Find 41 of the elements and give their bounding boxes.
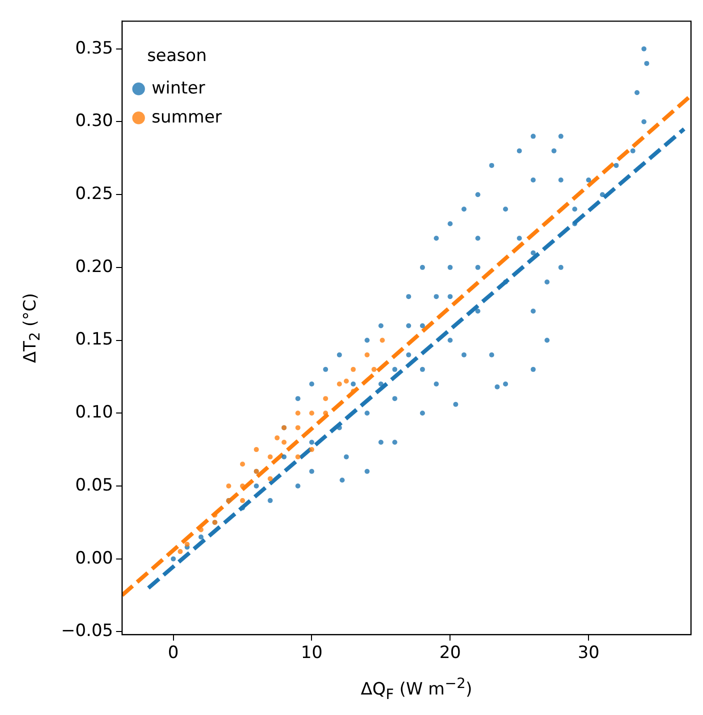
point bbox=[350, 366, 356, 372]
x-axis-title: ΔQ$_{F}$ (W m$^{−2}$) bbox=[360, 676, 474, 703]
y-tick-label: −0.05 bbox=[60, 621, 114, 642]
point bbox=[178, 549, 183, 554]
y-tick-label: 0.35 bbox=[75, 38, 114, 58]
x-tick-label: 0 bbox=[168, 643, 179, 664]
point bbox=[274, 435, 280, 440]
point bbox=[309, 447, 314, 452]
point bbox=[240, 462, 246, 467]
point bbox=[380, 338, 385, 343]
y-tick-label: 0.10 bbox=[75, 402, 114, 423]
point bbox=[268, 476, 273, 482]
point bbox=[184, 542, 190, 547]
point bbox=[372, 366, 377, 372]
y-tick-label: 0.30 bbox=[75, 111, 114, 132]
y-tick-label: 0.15 bbox=[75, 330, 114, 350]
point bbox=[268, 454, 273, 460]
point bbox=[295, 425, 300, 430]
legend-title: season bbox=[147, 46, 207, 66]
point bbox=[364, 352, 370, 358]
point bbox=[282, 440, 287, 445]
point bbox=[254, 447, 259, 452]
legend-label: winter bbox=[152, 78, 206, 98]
point bbox=[336, 381, 342, 386]
y-tick-label: 0.05 bbox=[75, 475, 114, 496]
point bbox=[295, 454, 300, 460]
x-tick-label: 30 bbox=[578, 643, 600, 664]
legend-label: summer bbox=[152, 107, 222, 128]
point bbox=[226, 483, 232, 488]
y-tick-label: 0.25 bbox=[75, 184, 114, 204]
y-tick-label: 0.00 bbox=[75, 548, 114, 568]
x-tick-label: 20 bbox=[439, 643, 461, 664]
point bbox=[344, 378, 349, 384]
point bbox=[198, 527, 204, 532]
point bbox=[240, 498, 246, 504]
x-tick-label: 10 bbox=[300, 643, 323, 664]
y-tick-label: 0.20 bbox=[75, 256, 114, 277]
point bbox=[309, 410, 314, 416]
point bbox=[240, 483, 246, 488]
point bbox=[323, 396, 328, 402]
point bbox=[295, 410, 300, 416]
